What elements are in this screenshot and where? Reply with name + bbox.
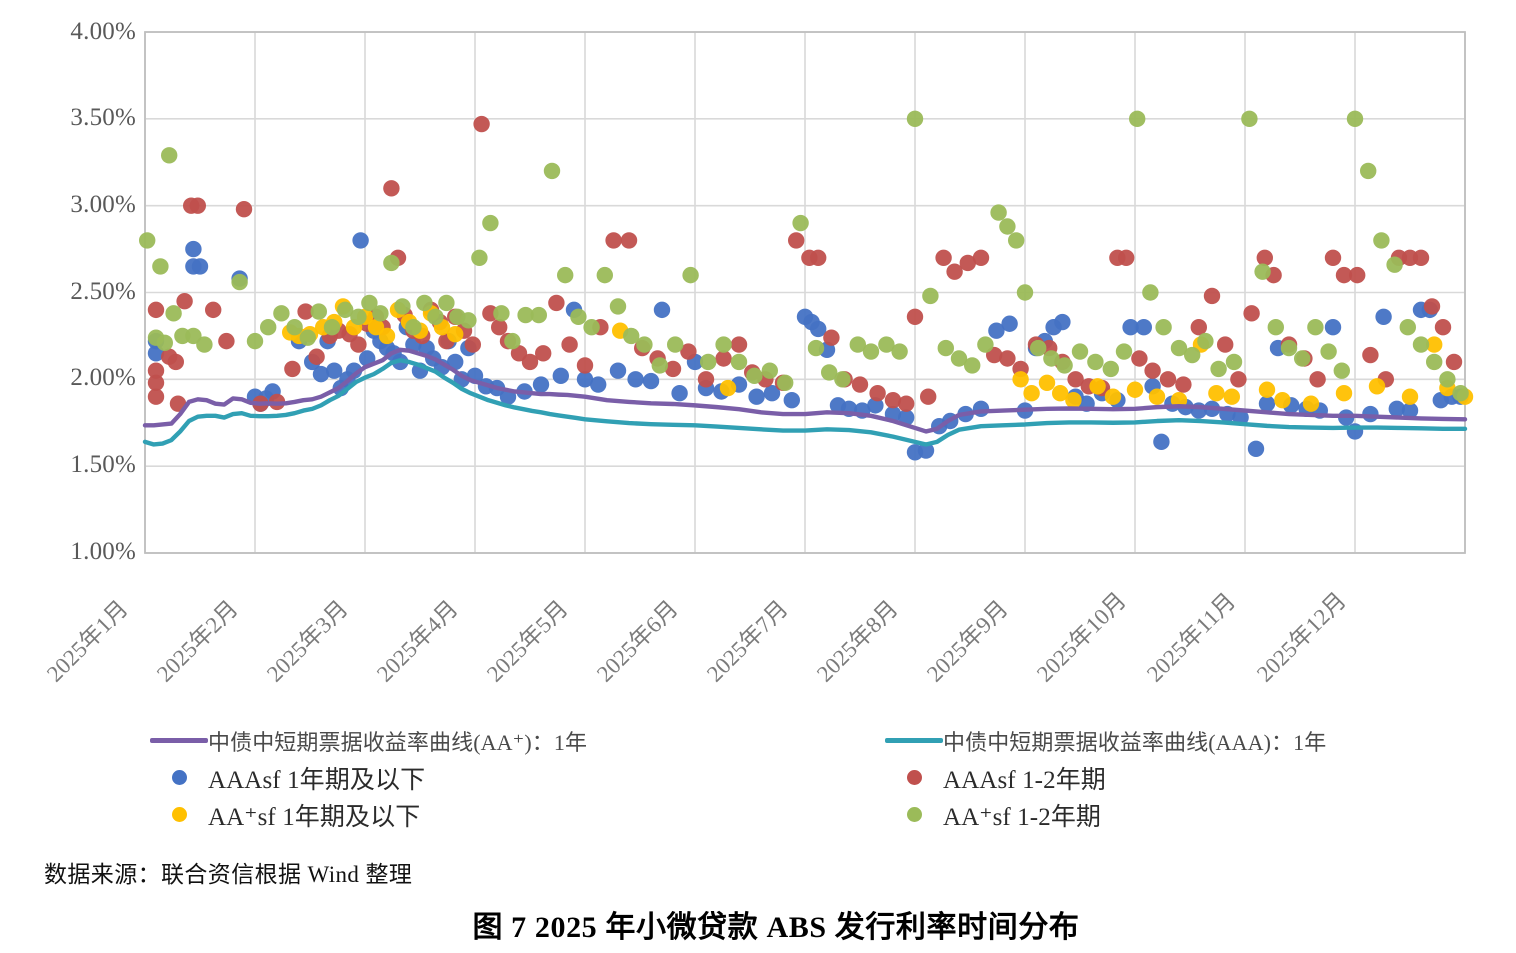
x-tick-label: 2025年2月 bbox=[151, 595, 243, 687]
legend-item-label: AAAsf 1-2年期 bbox=[943, 766, 1106, 794]
legend-item-label: AAAsf 1年期及以下 bbox=[208, 766, 426, 794]
chart-legend: 中债中短期票据收益率曲线(AA⁺)：1年 AAAsf 1年期及以下 AA⁺sf 1年… bbox=[0, 722, 1516, 837]
x-tick-label: 2025年10月 bbox=[1031, 587, 1131, 687]
dot-swatch-icon bbox=[906, 770, 922, 785]
x-tick-label: 2025年8月 bbox=[811, 595, 903, 687]
x-tick-label: 2025年4月 bbox=[371, 595, 463, 687]
y-axis-labels: 4.00% 3.50% 3.00% 2.50% 2.00% 1.50% 1.00… bbox=[0, 0, 136, 600]
legend-item-left-0[interactable]: 中债中短期票据收益率曲线(AA⁺)：1年 bbox=[150, 722, 587, 759]
figure-caption: 图 7 2025 年小微贷款 ABS 发行利率时间分布 bbox=[0, 902, 1516, 946]
line-series bbox=[142, 358, 1468, 447]
x-axis-labels: 2025年1月 2025年2月 2025年3月 2025年4月 2025年5月 2025年… bbox=[0, 560, 1516, 690]
legend-item-label: 中债中短期票据收益率曲线(AA⁺)：1年 bbox=[208, 729, 588, 755]
dot-swatch-icon bbox=[171, 807, 187, 822]
y-tick-label: 3.00% bbox=[70, 191, 136, 218]
legend-item-label: 中债中短期票据收益率曲线(AAA)：1年 bbox=[943, 729, 1327, 755]
legend-column-left: 中债中短期票据收益率曲线(AA⁺)：1年 AAAsf 1年期及以下 AA⁺sf 1年… bbox=[150, 722, 587, 833]
y-tick-label: 1.00% bbox=[70, 538, 136, 565]
legend-dot-swatch-icon bbox=[885, 807, 943, 822]
line-swatch-icon bbox=[150, 738, 208, 743]
x-tick-label: 2025年6月 bbox=[591, 595, 683, 687]
y-tick-label: 3.50% bbox=[70, 104, 136, 131]
x-tick-label: 2025年7月 bbox=[701, 595, 793, 687]
chart-plot bbox=[139, 31, 1474, 554]
x-tick-label: 2025年12月 bbox=[1251, 587, 1351, 687]
legend-item-label: AA⁺sf 1年期及以下 bbox=[208, 803, 421, 831]
x-tick-label: 2025年9月 bbox=[921, 595, 1013, 687]
legend-dot-swatch-icon bbox=[150, 807, 208, 822]
scatter-series bbox=[282, 298, 1474, 412]
y-tick-label: 2.50% bbox=[70, 278, 136, 305]
line-swatch-icon bbox=[885, 738, 943, 743]
legend-item-right-0[interactable]: 中债中短期票据收益率曲线(AAA)：1年 bbox=[885, 722, 1326, 759]
legend-item-right-1[interactable]: AAAsf 1-2年期 bbox=[885, 759, 1326, 796]
dot-swatch-icon bbox=[171, 770, 187, 785]
y-tick-label: 4.00% bbox=[70, 18, 136, 45]
y-tick-label: 1.50% bbox=[70, 451, 136, 478]
legend-item-label: AA⁺sf 1-2年期 bbox=[943, 803, 1102, 831]
data-source-note: 数据来源：联合资信根据 Wind 整理 bbox=[44, 862, 413, 887]
legend-column-right: 中债中短期票据收益率曲线(AAA)：1年 AAAsf 1-2年期 AA⁺sf 1-2… bbox=[885, 722, 1326, 833]
x-tick-label: 2025年1月 bbox=[41, 595, 133, 687]
scatter-series bbox=[139, 110, 1469, 402]
line-series bbox=[142, 347, 1468, 434]
x-tick-label: 2025年3月 bbox=[261, 595, 353, 687]
legend-dot-swatch-icon bbox=[885, 770, 943, 785]
chart-area: 4.00% 3.50% 3.00% 2.50% 2.00% 1.50% 1.00… bbox=[0, 0, 1516, 690]
y-tick-label: 2.00% bbox=[70, 364, 136, 391]
x-tick-label: 2025年11月 bbox=[1141, 588, 1241, 687]
legend-line-swatch-icon bbox=[150, 738, 208, 743]
legend-item-left-1[interactable]: AAAsf 1年期及以下 bbox=[150, 759, 587, 796]
legend-dot-swatch-icon bbox=[150, 770, 208, 785]
legend-line-swatch-icon bbox=[885, 738, 943, 743]
x-tick-label: 2025年5月 bbox=[481, 595, 573, 687]
figure-caption-text: 图 7 2025 年小微贷款 ABS 发行利率时间分布 bbox=[472, 911, 1080, 944]
legend-item-left-2[interactable]: AA⁺sf 1年期及以下 bbox=[150, 796, 587, 833]
dot-swatch-icon bbox=[906, 807, 922, 822]
legend-item-right-2[interactable]: AA⁺sf 1-2年期 bbox=[885, 796, 1326, 833]
